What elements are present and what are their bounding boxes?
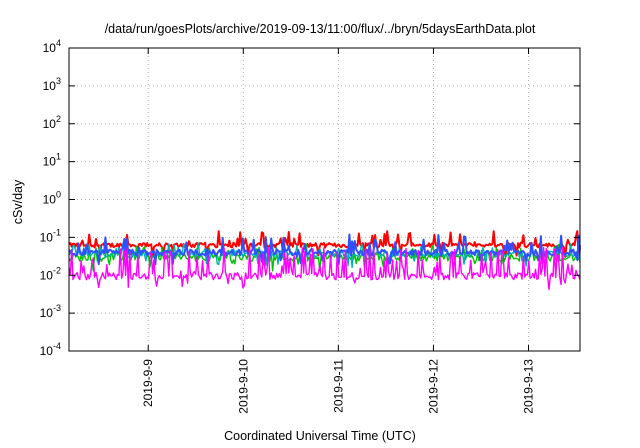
series-layer <box>68 230 581 291</box>
y-tick-label: 103 <box>43 76 61 93</box>
x-axis-label: Coordinated Universal Time (UTC) <box>224 429 416 443</box>
grid <box>69 48 580 351</box>
ticks: 10-4 10-3 10-2 10-1 100 101 102 103 104 2019-9-9 2… <box>40 38 580 414</box>
x-tick-label: 2019-9-12 <box>426 359 440 414</box>
y-tick-label: 100 <box>43 190 61 207</box>
y-tick-label: 10-1 <box>40 227 61 244</box>
series-line <box>68 230 581 259</box>
x-tick-label: 2019-9-11 <box>331 359 345 413</box>
series-line <box>68 246 581 291</box>
chart-title: /data/run/goesPlots/archive/2019-09-13/1… <box>104 22 536 36</box>
x-tick-label: 2019-9-13 <box>522 359 536 414</box>
y-tick-label: 10-2 <box>40 265 61 282</box>
y-tick-label: 102 <box>43 114 61 131</box>
x-tick-label: 2019-9-9 <box>141 359 155 407</box>
y-tick-label: 101 <box>43 152 61 169</box>
x-tick-label: 2019-9-10 <box>236 359 250 414</box>
y-tick-label: 10-4 <box>40 341 61 358</box>
y-tick-label: 10-3 <box>40 303 61 320</box>
y-tick-label: 104 <box>43 38 61 55</box>
